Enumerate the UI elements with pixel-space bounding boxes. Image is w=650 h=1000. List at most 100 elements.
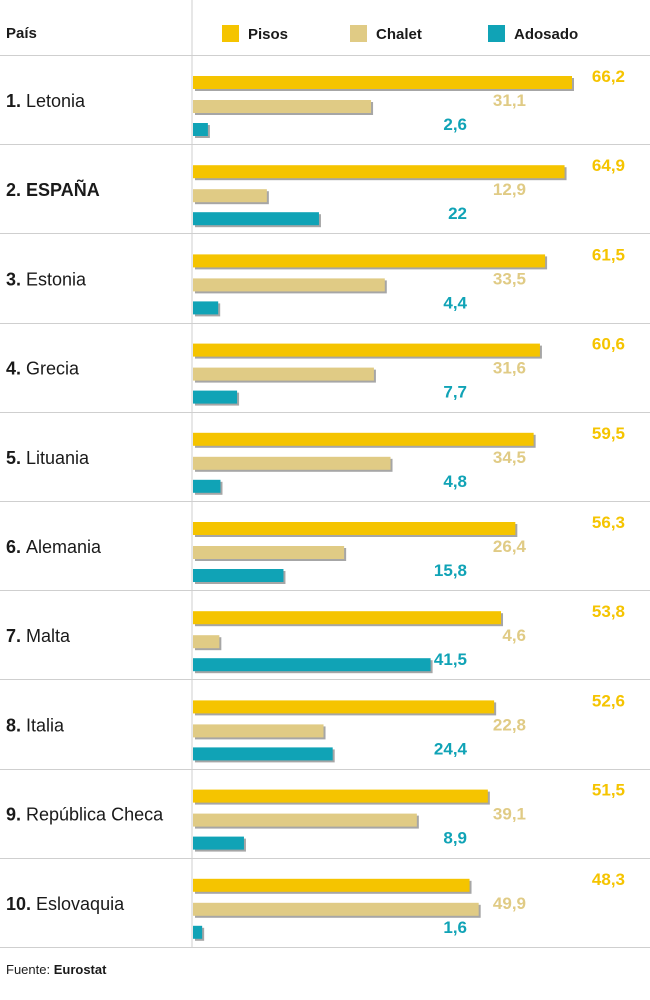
country-column-header: País	[6, 25, 37, 42]
country-rank: 1.	[6, 91, 26, 111]
country-row: 4. Grecia 60,6 31,6 7,7	[6, 335, 625, 406]
country-name: Malta	[26, 626, 71, 646]
country-name: ESPAÑA	[26, 179, 100, 200]
bar-pisos	[193, 343, 540, 357]
bar-chalet	[193, 813, 417, 827]
country-name: Estonia	[26, 269, 87, 289]
country-name: Eslovaquia	[36, 894, 125, 914]
value-label-chalet: 34,5	[493, 448, 526, 467]
legend-item-adosado: Adosado	[488, 25, 578, 43]
source-footer: Fuente: Eurostat	[6, 962, 106, 977]
value-label-adosado: 1,6	[443, 918, 467, 937]
country-rank: 4.	[6, 359, 26, 379]
value-label-adosado: 4,4	[443, 293, 467, 312]
value-label-chalet: 26,4	[493, 537, 527, 556]
value-label-chalet: 39,1	[493, 805, 526, 824]
value-label-adosado: 41,5	[434, 650, 467, 669]
country-rank: 6.	[6, 537, 26, 557]
country-row: 1. Letonia 66,2 31,1 2,6	[6, 67, 625, 138]
value-label-adosado: 2,6	[443, 115, 467, 134]
legend-label: Adosado	[514, 26, 578, 43]
country-label: 6. Alemania	[6, 537, 102, 557]
legend-label: Chalet	[376, 26, 422, 43]
bar-pisos	[193, 789, 488, 803]
value-label-adosado: 24,4	[434, 739, 468, 758]
value-label-chalet: 49,9	[493, 894, 526, 913]
value-label-chalet: 31,6	[493, 359, 526, 378]
country-name: República Checa	[26, 805, 164, 825]
bar-chalet	[193, 189, 267, 203]
country-row: 9. República Checa 51,5 39,1 8,9	[6, 781, 625, 852]
value-label-pisos: 59,5	[592, 424, 625, 443]
bar-pisos	[193, 878, 470, 892]
legend-swatch	[350, 25, 367, 42]
country-label: 4. Grecia	[6, 359, 80, 379]
bar-chalet	[193, 635, 220, 649]
country-row: 8. Italia 52,6 22,8 24,4	[6, 691, 625, 763]
legend-swatch	[222, 25, 239, 42]
country-label: 5. Lituania	[6, 448, 90, 468]
value-label-pisos: 56,3	[592, 513, 625, 532]
country-label: 7. Malta	[6, 626, 71, 646]
source-prefix: Fuente:	[6, 962, 54, 977]
country-name: Grecia	[26, 359, 80, 379]
country-rank: 10.	[6, 894, 36, 914]
country-name: Alemania	[26, 537, 102, 557]
bar-chalet	[193, 100, 372, 113]
bar-pisos	[193, 432, 534, 446]
bar-chalet	[193, 546, 345, 559]
value-label-pisos: 52,6	[592, 691, 625, 710]
value-label-adosado: 22	[448, 204, 467, 223]
bar-chalet	[193, 367, 374, 381]
bar-pisos	[193, 165, 565, 179]
country-rank: 5.	[6, 448, 26, 468]
country-row: 10. Eslovaquia 48,3 49,9 1,6	[6, 870, 625, 941]
country-row: 6. Alemania 56,3 26,4 15,8	[6, 513, 625, 584]
bar-pisos	[193, 254, 546, 268]
value-label-pisos: 61,5	[592, 245, 625, 264]
country-rank: 3.	[6, 269, 26, 289]
bar-pisos	[193, 700, 495, 714]
country-row: 7. Malta 53,8 4,6 41,5	[6, 602, 625, 674]
bar-adosado	[193, 836, 244, 850]
value-label-pisos: 53,8	[592, 602, 625, 621]
value-label-pisos: 60,6	[592, 335, 625, 354]
value-label-chalet: 33,5	[493, 269, 526, 288]
bar-chalet	[193, 724, 324, 738]
source-name: Eurostat	[53, 962, 107, 977]
country-rank: 2.	[6, 180, 26, 200]
value-label-adosado: 7,7	[443, 383, 467, 402]
value-label-pisos: 66,2	[592, 67, 625, 86]
country-row: 5. Lituania 59,5 34,5 4,8	[6, 424, 625, 495]
bar-pisos	[193, 611, 502, 625]
bar-adosado	[193, 569, 284, 582]
country-rank: 8.	[6, 715, 26, 735]
bar-adosado	[193, 390, 238, 404]
value-label-adosado: 8,9	[443, 829, 467, 848]
bar-chalet	[193, 902, 479, 916]
value-label-chalet: 4,6	[502, 626, 526, 645]
country-label: 2. ESPAÑA	[6, 179, 100, 200]
bar-chalet	[193, 278, 385, 292]
bar-adosado	[193, 925, 203, 939]
country-row: 2. ESPAÑA 64,9 12,9 22	[6, 156, 625, 228]
value-label-pisos: 48,3	[592, 870, 625, 889]
country-label: 1. Letonia	[6, 91, 86, 111]
country-rank: 7.	[6, 626, 26, 646]
legend-item-chalet: Chalet	[350, 25, 422, 43]
bar-adosado	[193, 747, 333, 761]
bar-adosado	[193, 479, 221, 493]
value-label-adosado: 15,8	[434, 561, 467, 580]
value-label-chalet: 12,9	[493, 180, 526, 199]
bar-pisos	[193, 76, 572, 89]
value-label-chalet: 22,8	[493, 715, 526, 734]
bar-adosado	[193, 301, 219, 315]
country-label: 8. Italia	[6, 715, 65, 735]
table-grid	[0, 0, 650, 948]
country-label: 3. Estonia	[6, 269, 87, 289]
country-label: 9. República Checa	[6, 805, 164, 825]
legend-item-pisos: Pisos	[222, 25, 288, 43]
country-label: 10. Eslovaquia	[6, 894, 125, 914]
chart-legend: Pisos Chalet Adosado	[222, 25, 578, 43]
